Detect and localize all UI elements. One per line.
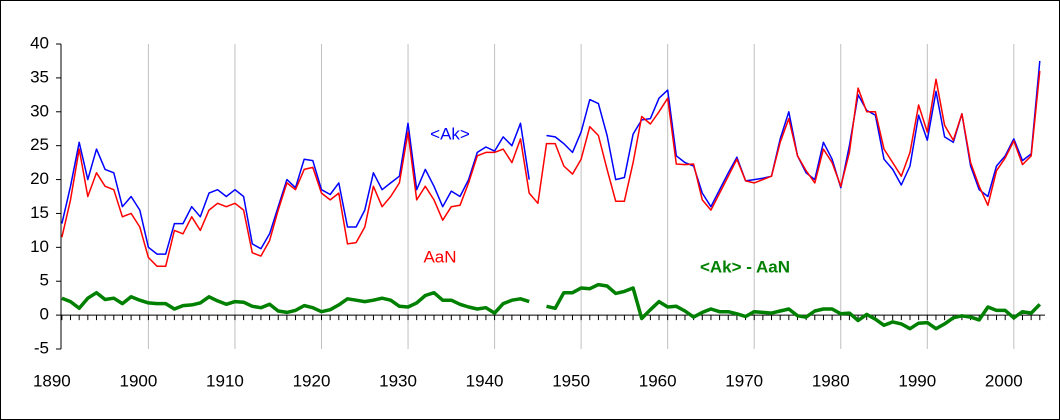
- series-line: [61, 71, 1041, 268]
- x-tick-label: 1960: [639, 371, 677, 390]
- x-tick-label: 1900: [119, 371, 157, 390]
- series-line: [546, 282, 1042, 331]
- y-tick-label: 0: [40, 305, 49, 324]
- series-line: [61, 122, 530, 255]
- x-tick-label: 1930: [379, 371, 417, 390]
- x-tick-label: 2000: [985, 371, 1023, 390]
- y-tick-label: 20: [30, 169, 49, 188]
- y-tick-label: 15: [30, 203, 49, 222]
- series-label: <Ak> - AaN: [700, 257, 790, 276]
- x-tick-label: 1950: [552, 371, 590, 390]
- y-tick-label: 35: [30, 67, 49, 86]
- x-tick-label: 1910: [206, 371, 244, 390]
- x-tick-label: 1990: [898, 371, 936, 390]
- series-label: AaN: [423, 247, 456, 266]
- y-tick-label: 25: [30, 135, 49, 154]
- y-tick-label: 40: [30, 33, 49, 52]
- x-tick-label: 1920: [293, 371, 331, 390]
- y-tick-label: 5: [40, 271, 49, 290]
- y-tick-label: -5: [34, 338, 49, 357]
- x-tick-label: 1940: [466, 371, 504, 390]
- x-tick-label: 1890: [33, 371, 71, 390]
- y-tick-label: 30: [30, 101, 49, 120]
- y-tick-label: 10: [30, 237, 49, 256]
- series-label: <Ak>: [430, 124, 470, 143]
- series-line: [61, 290, 530, 315]
- x-tick-label: 1980: [812, 371, 850, 390]
- x-tick-label: 1970: [725, 371, 763, 390]
